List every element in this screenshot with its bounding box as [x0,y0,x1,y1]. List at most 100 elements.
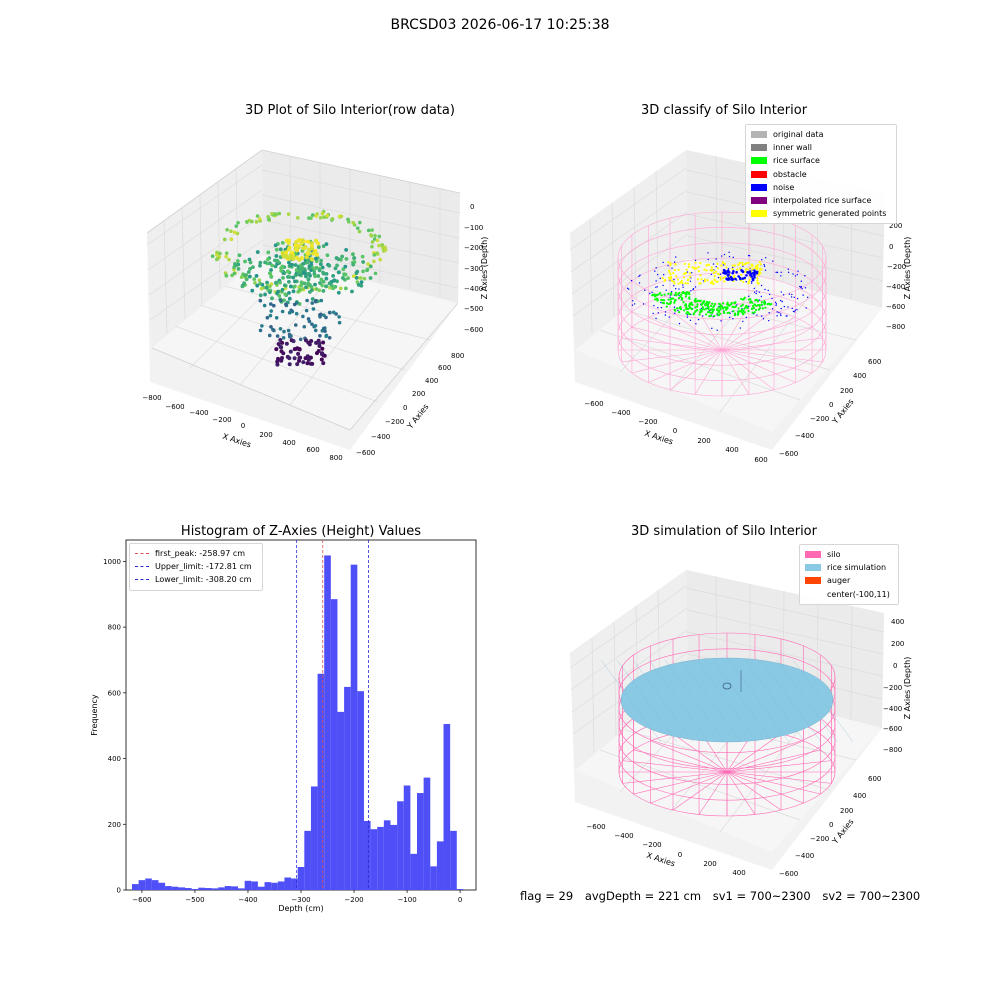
histogram-bar [317,673,325,890]
histogram-ylabel: Frequency [90,694,99,736]
p2-rice-point [749,301,752,304]
p2-xtick-3: 0 [673,427,677,435]
p2-noise-point [663,274,665,276]
p2-rice-point [743,307,746,310]
histogram-bar [131,884,139,890]
p1-point [297,355,302,360]
p1-point [305,260,310,265]
p2-noise-point [804,275,806,277]
p2-rice-point [698,299,701,303]
p1-point [247,257,252,262]
legend-item-upper-limit: Upper_limit: -172.81 cm [135,560,257,573]
histogram-bar [297,866,305,890]
legend-label: original data [773,130,824,140]
p2-noise-point [630,279,633,282]
p1-point [301,360,306,365]
legend-label: center(-100,11) [827,589,890,599]
p1-ztick-1: −100 [464,224,483,232]
p2-symmetric-point [689,275,692,278]
p2-noise-point [728,251,730,253]
p1-point [346,219,351,224]
rice-surface-grid [696,659,758,743]
silo-spoke [622,760,728,773]
p2-symmetric-point [747,280,750,283]
p2-symmetric-point [713,275,716,278]
silo-spoke [631,326,723,351]
p1-point [216,256,220,261]
p1-point [324,284,329,289]
histogram-y-ticks: 0 200 400 600 800 1000 [103,558,126,895]
p2-noise-point [764,269,767,271]
p2-symmetric-point [756,263,759,267]
p2-rice-point [760,303,763,306]
p2-symmetric-point [705,269,708,272]
p1-point [276,259,280,264]
p4-ztick-1: 200 [891,640,904,648]
p1-xtick-6: 400 [282,439,295,447]
p2-rice-point [711,310,714,313]
p1-point [310,246,315,251]
p2-xlabel: X Axies [643,429,674,447]
p1-ytick-6: 600 [438,364,451,372]
p1-point [279,268,284,273]
p1-point [307,319,312,324]
p1-point [319,312,323,317]
p2-noise-point [782,294,785,296]
p1-point [292,356,297,361]
silo-spoke [726,771,821,795]
p2-noise-point [768,319,770,322]
p1-point [351,252,355,257]
p2-noise-point [761,315,763,317]
p2-rice-point [661,301,664,305]
p1-point [229,237,234,242]
histogram-bar [165,886,172,890]
p1-point [297,301,302,306]
p1-point [253,281,257,285]
p2-rice-point [723,311,726,315]
p2-symmetric-point [679,281,682,284]
p1-point [316,245,321,250]
p1-point [232,230,237,235]
p1-point [270,211,274,216]
p2-symmetric-point [685,268,688,271]
p2-ztick-0: 200 [889,222,902,230]
histogram-bar [198,887,205,890]
histogram-bar [277,881,285,890]
p2-noise-point [775,304,777,306]
p1-point [286,247,291,252]
p2-noise-point [738,276,742,280]
p2-rice-point [761,307,765,310]
histogram-bar [337,711,345,890]
p1-point [278,344,283,349]
p2-symmetric-point [750,264,754,267]
histogram-bar [403,785,411,890]
p1-point [265,280,269,285]
rice-surface-grid [760,659,822,743]
p1-point [215,250,219,255]
p1-point [218,251,222,256]
p2-noise-point [673,278,675,281]
p2-rice-point [656,298,659,302]
p2-noise-point [682,286,684,289]
p2-noise-point [737,275,740,278]
p2-rice-point [690,301,693,304]
silo-spoke [633,749,728,773]
p2-symmetric-point [703,278,707,281]
rice-surface-grid [792,659,854,743]
p4-ytick-0: −600 [779,870,798,878]
p2-rice-point [673,299,677,302]
p2-rice-point [717,314,720,317]
p2-noise-point [780,314,782,317]
avg-depth-value: avgDepth = 221 cm [584,889,702,903]
p2-ytick-2: −200 [810,415,829,423]
p2-rice-point [701,308,705,311]
p1-point [314,266,319,270]
p1-point [377,243,381,248]
p1-point [286,212,291,216]
histogram-bar [330,599,338,890]
p2-rice-point [727,311,731,314]
p2-symmetric-point [669,263,672,267]
histogram-xtick-label: −500 [185,896,204,904]
p2-noise-point [790,296,793,298]
p1-ytick-4: 200 [412,390,425,398]
